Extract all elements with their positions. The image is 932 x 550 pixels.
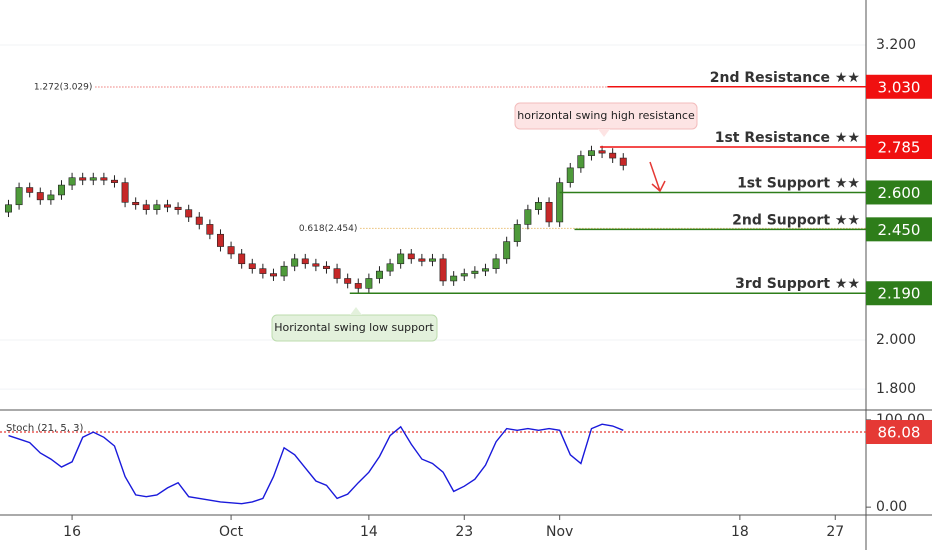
candle-body xyxy=(503,241,511,260)
candle-body xyxy=(57,184,65,196)
candle-body xyxy=(556,182,564,223)
stoch-line xyxy=(8,423,624,505)
candle-body xyxy=(280,265,288,277)
candle-body xyxy=(418,258,426,262)
candle-body xyxy=(47,194,55,201)
candle-body xyxy=(238,253,246,265)
candle-body xyxy=(450,275,458,282)
candle-body xyxy=(481,268,489,272)
price-label-box xyxy=(866,74,932,99)
y-tick-label: 2.000 xyxy=(876,332,916,348)
candle-body xyxy=(397,253,405,265)
price-label: 2.785 xyxy=(878,138,921,156)
stoch-level-label: 86.08 xyxy=(878,424,921,442)
fib-label: 0.618(2.454) xyxy=(299,224,358,234)
price-label: 2.190 xyxy=(878,285,921,303)
level-name: 1st Support ★★ xyxy=(737,175,860,191)
price-label: 2.600 xyxy=(878,184,921,202)
candle-body xyxy=(269,273,277,277)
stoch-level-box xyxy=(866,420,932,445)
candle-body xyxy=(110,179,118,183)
candle-body xyxy=(566,167,574,183)
candle-body xyxy=(439,258,447,282)
candle-body xyxy=(195,216,203,225)
candle-body xyxy=(322,265,330,269)
y-tick-label: 3.200 xyxy=(876,37,916,53)
x-tick-label: Nov xyxy=(546,524,573,540)
candle-body xyxy=(68,177,76,186)
candle-body xyxy=(577,155,585,169)
candle-body xyxy=(79,177,87,181)
level-name: 3rd Support ★★ xyxy=(735,276,860,292)
candle-body xyxy=(206,224,214,235)
callout-text: horizontal swing high resistance xyxy=(517,109,695,122)
candle-body xyxy=(344,278,352,284)
x-tick-label: 14 xyxy=(360,524,378,540)
callout-text: Horizontal swing low support xyxy=(274,321,434,334)
x-tick-label: 27 xyxy=(826,524,844,540)
price-label: 3.030 xyxy=(878,78,921,96)
y-tick-label: 0.00 xyxy=(876,499,907,515)
candle-body xyxy=(142,204,150,210)
stoch-title: Stoch (21, 5, 3) xyxy=(6,423,83,434)
level-name: 2nd Support ★★ xyxy=(732,212,860,228)
x-tick-label: Oct xyxy=(219,524,244,540)
price-label-box xyxy=(866,134,932,159)
candle-body xyxy=(354,283,362,289)
candle-body xyxy=(89,177,97,181)
candle-body xyxy=(15,187,23,206)
candle-body xyxy=(259,268,267,274)
candle-body xyxy=(407,253,415,260)
level-name: 2nd Resistance ★★ xyxy=(710,70,860,86)
level-name: 1st Resistance ★★ xyxy=(715,130,860,146)
candle-body xyxy=(291,258,299,267)
price-label-box xyxy=(866,217,932,242)
price-label: 2.450 xyxy=(878,221,921,239)
candle-body xyxy=(100,177,108,181)
candle-body xyxy=(428,258,436,262)
price-label-box xyxy=(866,281,932,306)
candle-body xyxy=(174,206,182,210)
candle-body xyxy=(26,187,34,193)
candle-body xyxy=(301,258,309,265)
candle-body xyxy=(513,224,521,242)
y-tick-label: 1.800 xyxy=(876,381,916,397)
direction-arrow xyxy=(649,161,666,193)
candle-body xyxy=(545,201,553,223)
candle-body xyxy=(524,209,532,225)
callout-pointer xyxy=(350,307,362,315)
candle-body xyxy=(587,150,595,156)
candle-body xyxy=(534,201,542,210)
candle-body xyxy=(609,152,617,159)
candle-body xyxy=(121,182,129,203)
x-tick-label: 18 xyxy=(731,524,749,540)
candle-body xyxy=(4,204,12,213)
candle-body xyxy=(36,192,44,201)
candle-body xyxy=(365,278,373,289)
candle-body xyxy=(492,258,500,269)
candle-body xyxy=(375,270,383,279)
candle-body xyxy=(163,204,171,208)
candle-body xyxy=(132,201,140,206)
fib-label: 1.272(3.029) xyxy=(34,83,93,93)
candle-body xyxy=(619,157,627,166)
candle-body xyxy=(185,209,193,218)
candle-body xyxy=(216,233,224,247)
candle-body xyxy=(227,246,235,255)
candle-body xyxy=(333,268,341,279)
callout-pointer xyxy=(598,129,610,137)
candle-body xyxy=(312,263,320,267)
candle-body xyxy=(386,263,394,272)
x-tick-label: 16 xyxy=(63,524,81,540)
candle-body xyxy=(598,150,606,154)
candle-body xyxy=(153,204,161,210)
candle-body xyxy=(471,270,479,274)
candle-body xyxy=(460,273,468,277)
x-tick-label: 23 xyxy=(455,524,473,540)
candle-body xyxy=(248,263,256,269)
price-label-box xyxy=(866,180,932,205)
